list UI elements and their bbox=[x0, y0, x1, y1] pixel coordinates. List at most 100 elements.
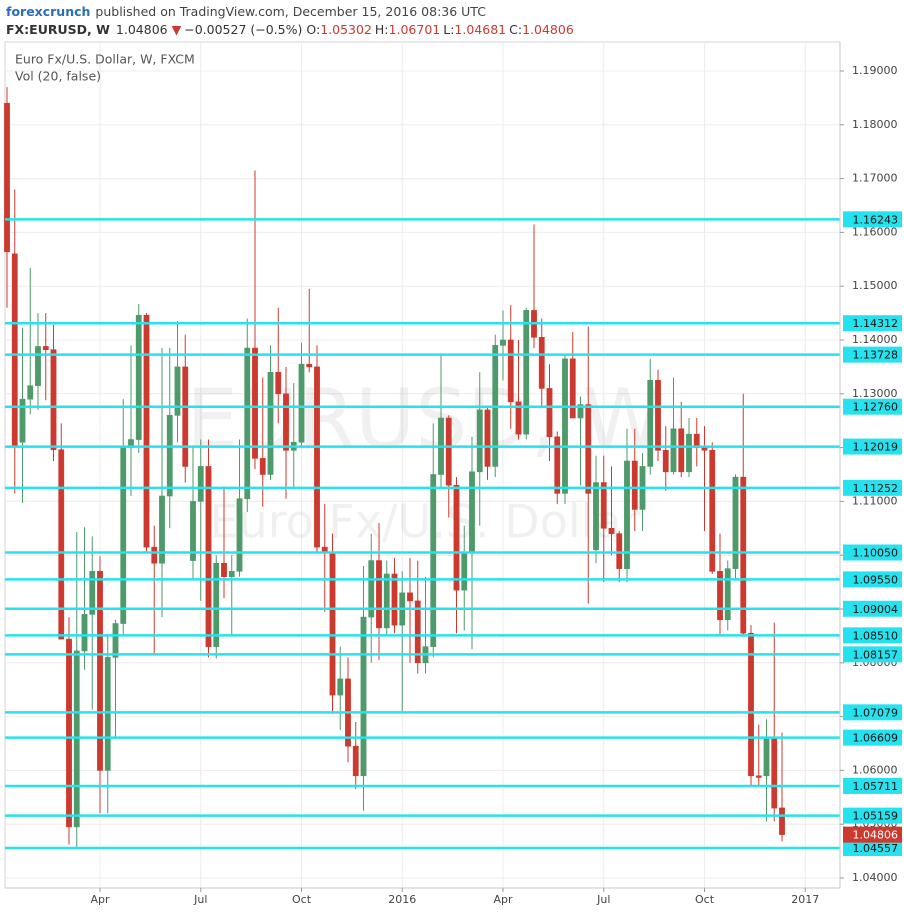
candle-body bbox=[35, 346, 41, 387]
level-label-box bbox=[843, 479, 902, 496]
candle-body bbox=[174, 366, 181, 416]
ohlc-value: 1.05302 bbox=[320, 22, 372, 37]
candle-body bbox=[593, 482, 599, 551]
candle-body bbox=[58, 449, 65, 640]
candle-body bbox=[368, 560, 375, 618]
candle-body bbox=[600, 482, 607, 529]
y-tick-label: 1.06000 bbox=[852, 763, 898, 776]
candle-body bbox=[66, 638, 72, 828]
time-axis-panel bbox=[0, 889, 904, 915]
candle-body bbox=[11, 253, 18, 446]
candle-body bbox=[42, 346, 49, 350]
level-label-box bbox=[843, 600, 902, 617]
candle-body bbox=[763, 737, 770, 777]
candle-body bbox=[484, 409, 491, 467]
ohlc-value: 1.06701 bbox=[389, 22, 441, 37]
level-label-box bbox=[843, 438, 902, 455]
x-tick-label: Jul bbox=[596, 893, 610, 906]
candle-body bbox=[414, 600, 421, 664]
candle-body bbox=[244, 347, 251, 500]
level-label: 1.05711 bbox=[853, 780, 899, 793]
candle-body bbox=[562, 358, 568, 494]
candle-body bbox=[631, 460, 638, 510]
ohlc-label: O: bbox=[306, 22, 320, 37]
candle-body bbox=[407, 592, 413, 602]
candle-body bbox=[577, 404, 584, 419]
header-quote: FX:EURUSD, W 1.04806 ▼ −0.00527 (−0.5%) O:1.… bbox=[6, 22, 574, 37]
candle-body bbox=[120, 447, 127, 624]
candle-body bbox=[376, 560, 382, 629]
candle-body bbox=[19, 398, 26, 443]
candle-body bbox=[197, 466, 204, 502]
candle-body bbox=[298, 363, 305, 443]
level-label: 1.11252 bbox=[853, 482, 899, 495]
candle-body bbox=[337, 678, 344, 696]
candle-body bbox=[500, 339, 506, 346]
level-label-box bbox=[843, 646, 902, 663]
candle-body bbox=[701, 447, 708, 451]
candle-body bbox=[670, 428, 677, 473]
candle-body bbox=[259, 458, 266, 475]
published: published on TradingView.com, December 1… bbox=[95, 4, 486, 19]
candle-body bbox=[507, 339, 514, 403]
level-label-box bbox=[843, 729, 902, 746]
candle-body bbox=[732, 476, 739, 569]
y-tick-label: 1.16000 bbox=[852, 225, 898, 238]
candle-body bbox=[283, 393, 289, 451]
level-label-box bbox=[843, 807, 902, 824]
last-price-label: 1.04806 bbox=[853, 829, 899, 842]
candle-body bbox=[585, 404, 592, 494]
candle-body bbox=[608, 527, 615, 534]
candle-body bbox=[538, 337, 545, 389]
candle-body bbox=[779, 807, 785, 835]
candle-body bbox=[724, 568, 731, 621]
level-label-box bbox=[843, 704, 902, 721]
candle-body bbox=[771, 737, 778, 809]
candle-body bbox=[616, 533, 623, 569]
level-label: 1.13728 bbox=[853, 349, 899, 362]
candle-body bbox=[461, 552, 468, 591]
level-label: 1.16243 bbox=[853, 213, 899, 226]
candle-body bbox=[546, 388, 553, 438]
candle-body bbox=[569, 358, 576, 419]
level-label-box bbox=[843, 315, 902, 332]
candle-body bbox=[469, 471, 475, 553]
candle-body bbox=[89, 571, 96, 615]
y-tick-label: 1.19000 bbox=[852, 64, 898, 77]
legend-item: Vol (20, false) bbox=[15, 69, 101, 84]
level-label: 1.12760 bbox=[853, 401, 899, 414]
candle-body bbox=[453, 484, 460, 591]
candle-body bbox=[275, 371, 282, 395]
last-price-box bbox=[843, 826, 902, 843]
candle-body bbox=[624, 460, 630, 569]
level-label: 1.06609 bbox=[853, 732, 899, 745]
x-tick-label: 2016 bbox=[388, 893, 416, 906]
x-tick-label: Oct bbox=[292, 893, 312, 906]
candle-body bbox=[166, 415, 173, 497]
level-label-box bbox=[843, 544, 902, 561]
x-tick-label: Jul bbox=[193, 893, 207, 906]
candle-body bbox=[740, 476, 747, 634]
level-label-box bbox=[843, 346, 902, 363]
watermark: Euro Fx/U.S. Dollar bbox=[209, 495, 640, 549]
candle-body bbox=[352, 745, 359, 777]
candle-body bbox=[445, 417, 452, 486]
candle-body bbox=[678, 428, 685, 473]
candle-body bbox=[27, 385, 34, 400]
candle-body bbox=[81, 614, 88, 652]
y-tick-label: 1.13000 bbox=[852, 387, 898, 400]
level-label: 1.08157 bbox=[853, 648, 899, 661]
candle-body bbox=[655, 380, 661, 451]
header-line: forexcrunch published on TradingView.com,… bbox=[6, 4, 486, 19]
candle-body bbox=[391, 573, 398, 626]
level-label: 1.09004 bbox=[853, 603, 899, 616]
symbol: FX:EURUSD, W bbox=[6, 22, 110, 37]
change: −0.00527 (−0.5%) bbox=[184, 22, 302, 37]
level-label: 1.08510 bbox=[853, 629, 899, 642]
candle-body bbox=[159, 495, 165, 564]
candle-body bbox=[554, 436, 561, 494]
level-label-box bbox=[843, 571, 902, 588]
candle-body bbox=[182, 366, 189, 467]
ohlc-label: C: bbox=[509, 22, 522, 37]
